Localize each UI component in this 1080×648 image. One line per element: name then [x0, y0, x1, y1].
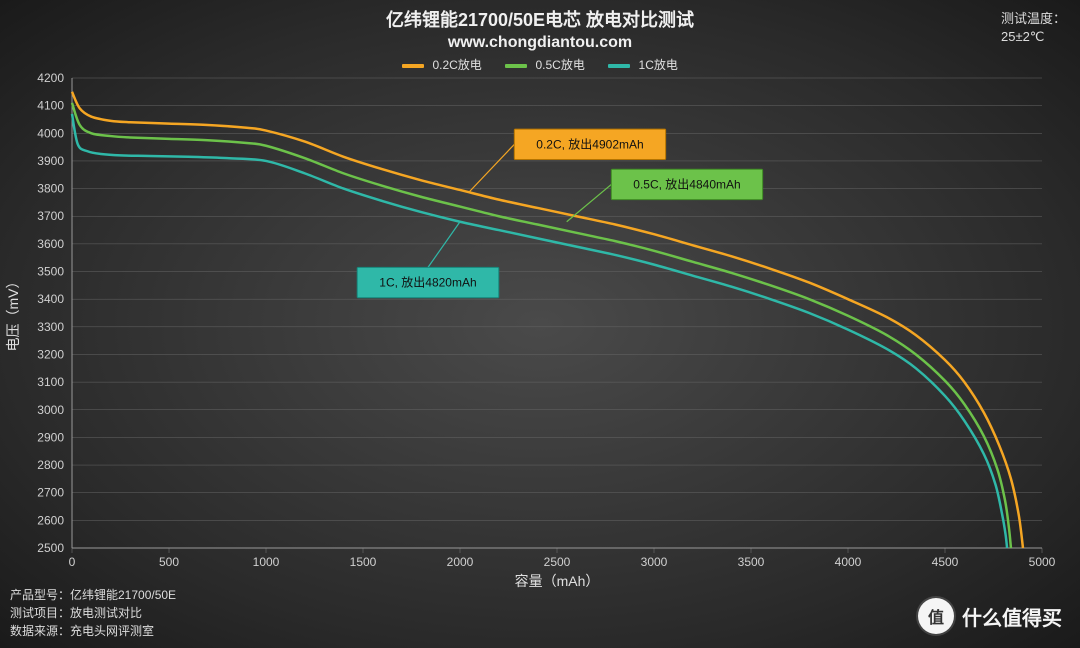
watermark: 值 什么值得买 — [918, 598, 1062, 634]
svg-text:3700: 3700 — [37, 209, 64, 223]
temp-note-line1: 测试温度： — [1001, 10, 1066, 28]
svg-text:1000: 1000 — [253, 555, 280, 569]
svg-text:3000: 3000 — [641, 555, 668, 569]
svg-text:3400: 3400 — [37, 292, 64, 306]
svg-text:500: 500 — [159, 555, 179, 569]
svg-text:4500: 4500 — [932, 555, 959, 569]
footer-line-1: 产品型号：亿纬锂能21700/50E — [10, 586, 176, 604]
footer-line-3: 数据来源：充电头网评测室 — [10, 622, 176, 640]
chart-subtitle: www.chongdiantou.com — [0, 34, 1080, 52]
svg-text:电压（mV）: 电压（mV） — [5, 275, 21, 352]
svg-text:3500: 3500 — [738, 555, 765, 569]
svg-text:4100: 4100 — [37, 99, 64, 113]
svg-text:3200: 3200 — [37, 347, 64, 361]
svg-text:0.2C, 放出4902mAh: 0.2C, 放出4902mAh — [536, 136, 643, 151]
legend-swatch-1 — [505, 64, 527, 68]
svg-text:4200: 4200 — [37, 71, 64, 85]
svg-text:1C, 放出4820mAh: 1C, 放出4820mAh — [379, 275, 476, 290]
footer-line-2: 测试项目：放电测试对比 — [10, 604, 176, 622]
chart-area: 2500 2600 2700 2800 2900 3000 3100 3200 3300 3400… — [0, 70, 1080, 590]
svg-text:5000: 5000 — [1029, 555, 1056, 569]
watermark-badge: 值 — [918, 598, 954, 634]
svg-text:容量（mAh）: 容量（mAh） — [515, 573, 600, 589]
svg-text:4000: 4000 — [835, 555, 862, 569]
svg-text:0: 0 — [69, 555, 76, 569]
svg-text:3300: 3300 — [37, 320, 64, 334]
svg-text:2800: 2800 — [37, 458, 64, 472]
watermark-text: 什么值得买 — [962, 602, 1062, 631]
svg-text:3000: 3000 — [37, 403, 64, 417]
title-block: 亿纬锂能21700/50E电芯 放电对比测试 www.chongdiantou.… — [0, 0, 1080, 52]
svg-text:2000: 2000 — [447, 555, 474, 569]
svg-text:1500: 1500 — [350, 555, 377, 569]
chart-svg: 2500 2600 2700 2800 2900 3000 3100 3200 3300 3400… — [0, 70, 1080, 590]
svg-text:2500: 2500 — [37, 541, 64, 555]
svg-text:2700: 2700 — [37, 486, 64, 500]
svg-text:3500: 3500 — [37, 265, 64, 279]
footer-info: 产品型号：亿纬锂能21700/50E 测试项目：放电测试对比 数据来源：充电头网… — [10, 586, 176, 640]
svg-text:4000: 4000 — [37, 126, 64, 140]
svg-text:0.5C, 放出4840mAh: 0.5C, 放出4840mAh — [633, 176, 740, 191]
svg-text:2500: 2500 — [544, 555, 571, 569]
chart-title: 亿纬锂能21700/50E电芯 放电对比测试 — [0, 6, 1080, 32]
svg-text:3900: 3900 — [37, 154, 64, 168]
svg-text:3800: 3800 — [37, 182, 64, 196]
legend-swatch-0 — [402, 64, 424, 68]
svg-text:2900: 2900 — [37, 430, 64, 444]
svg-text:3600: 3600 — [37, 237, 64, 251]
legend-swatch-2 — [608, 64, 630, 68]
svg-text:3100: 3100 — [37, 375, 64, 389]
svg-text:2600: 2600 — [37, 513, 64, 527]
temperature-note: 测试温度： 25±2℃ — [1001, 10, 1066, 46]
temp-note-line2: 25±2℃ — [1001, 28, 1066, 46]
